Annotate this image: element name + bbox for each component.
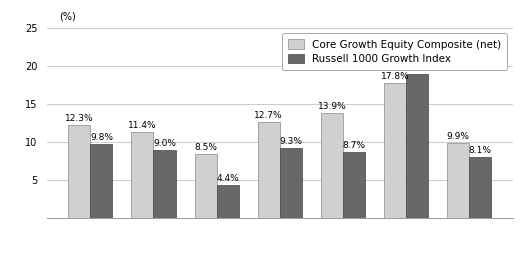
Bar [90,144,112,218]
Legend: Core Growth Equity Composite (net), Russell 1000 Growth Index: Core Growth Equity Composite (net), Russ… [282,33,507,70]
Text: 9.9%: 9.9% [447,132,470,141]
Text: 9.0%: 9.0% [153,139,176,148]
Bar [195,154,217,218]
Bar [384,83,406,218]
Bar [406,74,428,218]
Bar [343,152,365,218]
Text: 8.5%: 8.5% [194,143,217,152]
Bar [469,157,492,218]
Text: 11.4%: 11.4% [128,121,157,130]
Text: 4.4%: 4.4% [217,174,239,183]
Text: 19.0%: 19.0% [403,63,431,72]
Bar [280,148,302,218]
Text: 9.3%: 9.3% [279,137,302,146]
Bar [447,143,469,218]
Text: 12.7%: 12.7% [255,111,283,120]
Text: 8.1%: 8.1% [469,146,492,155]
Bar [321,113,343,218]
Text: 8.7%: 8.7% [343,141,366,150]
Text: (%): (%) [59,12,75,22]
Bar [68,125,90,218]
Bar [217,185,239,218]
Bar [131,132,153,218]
Text: 9.8%: 9.8% [90,133,113,142]
Text: 17.8%: 17.8% [381,72,410,81]
Bar [153,150,176,218]
Bar [258,122,280,218]
Text: 12.3%: 12.3% [65,114,94,123]
Text: 13.9%: 13.9% [317,102,346,111]
